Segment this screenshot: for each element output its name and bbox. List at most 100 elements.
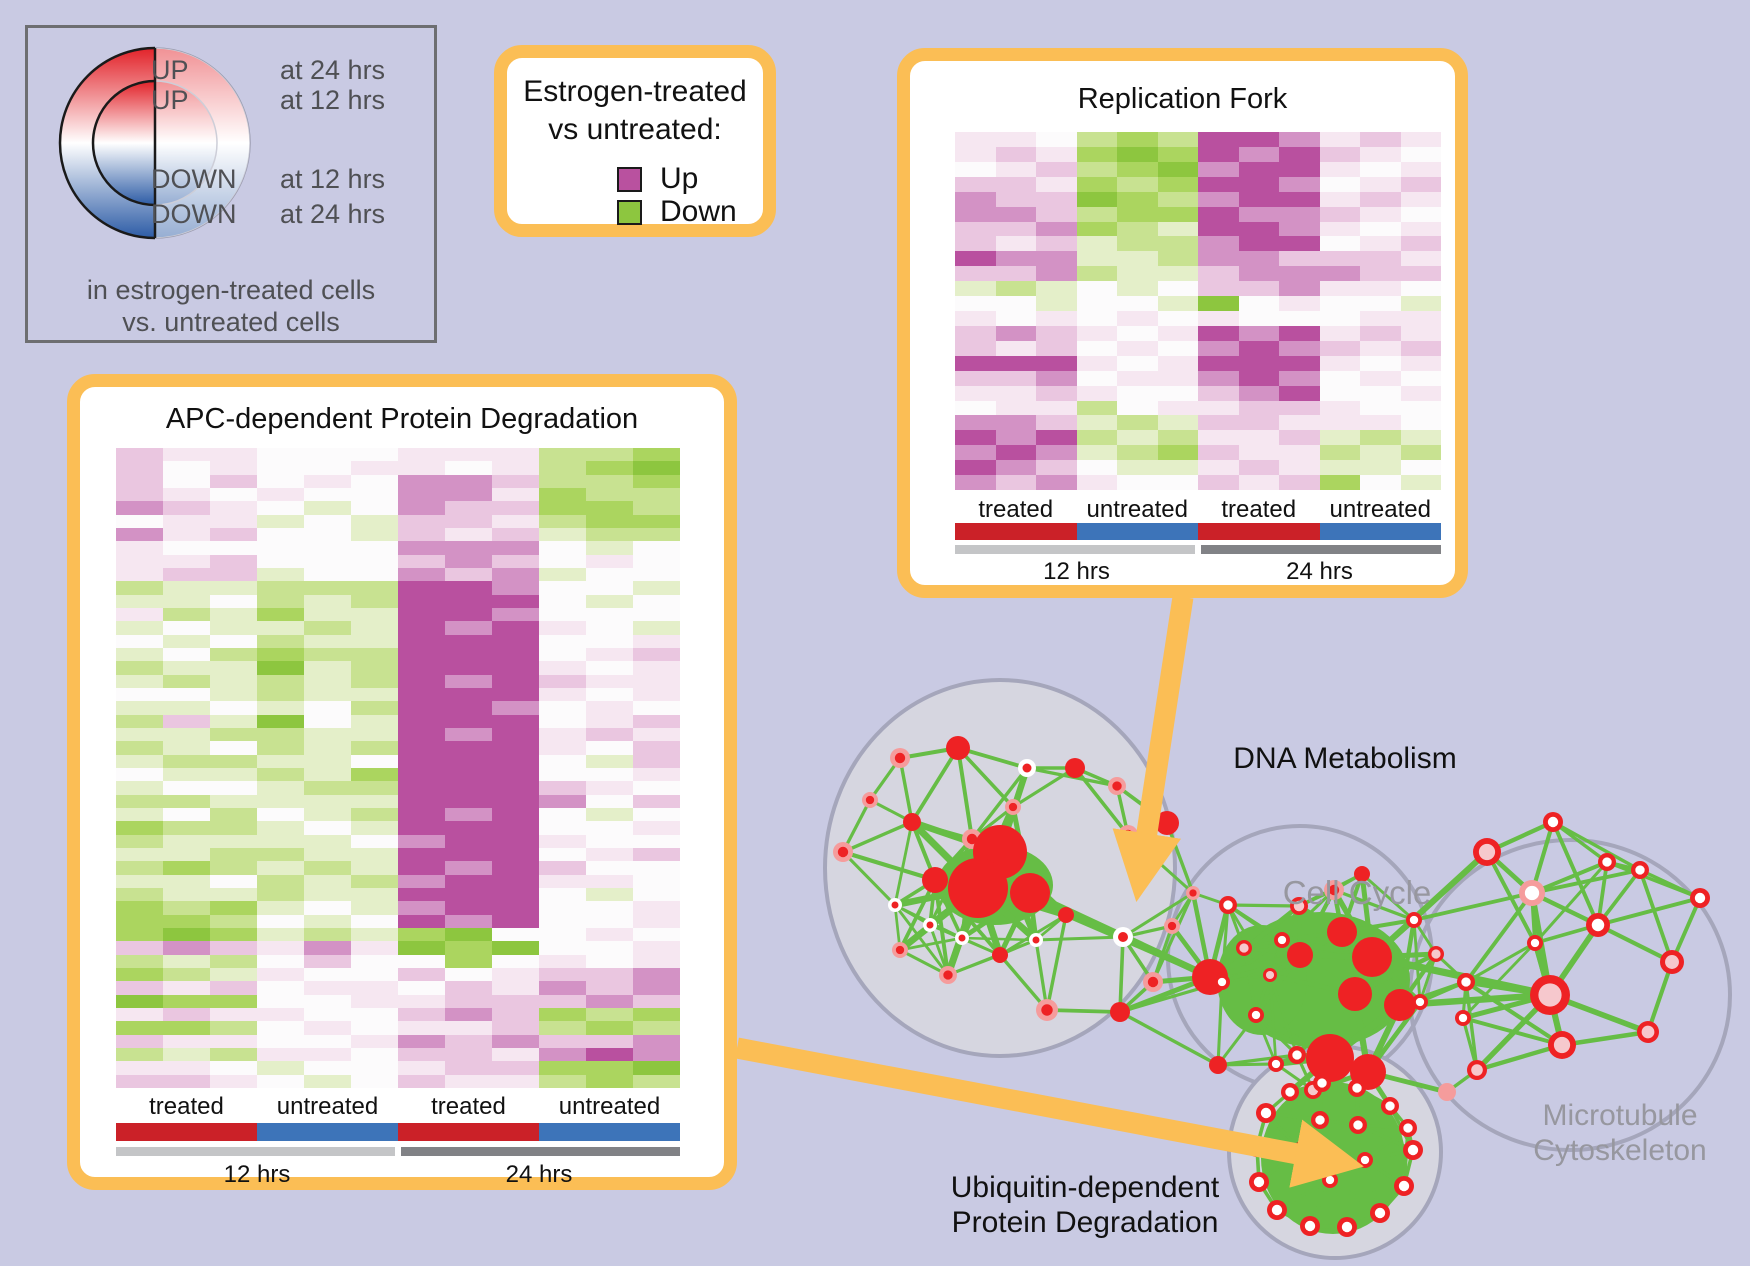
heatmap-cell	[1076, 221, 1117, 237]
heatmap-cell	[1198, 355, 1239, 371]
heatmap-cell	[1400, 161, 1441, 177]
heatmap-cell	[116, 567, 163, 582]
network-edge	[1461, 1016, 1479, 1072]
rf-bar-untreated-12	[1076, 523, 1198, 540]
heatmap-cell	[163, 541, 210, 555]
heatmap-cell	[257, 621, 304, 635]
heatmap-cell	[1238, 370, 1279, 386]
network-node	[1113, 927, 1133, 947]
heatmap-cell	[210, 741, 257, 755]
network-edge	[1464, 941, 1537, 984]
heatmap-cell	[351, 767, 398, 782]
heatmap-cell	[1198, 176, 1239, 192]
network-edge	[868, 798, 914, 824]
microtubule-cytoskeleton-label: Microtubule Cytoskeleton	[1533, 1098, 1706, 1168]
heatmap-cell	[633, 474, 680, 488]
updown-gradient-legend: UP at 24 hrs UP at 12 hrs DOWN at 12 hrs…	[25, 25, 437, 343]
heatmap-cell	[492, 541, 539, 555]
network-edge	[946, 953, 1002, 977]
heatmap-cell	[210, 501, 257, 515]
heatmap-cell	[116, 554, 163, 568]
apc-time-bars	[116, 1147, 680, 1156]
network-node-core	[1524, 885, 1540, 901]
heatmap-cell	[257, 687, 304, 702]
heatmap-cell	[539, 581, 586, 595]
heatmap-cell	[257, 1021, 304, 1035]
rf-bar-untreated-24	[1319, 523, 1441, 540]
heatmap-cell	[445, 807, 492, 822]
heatmap-cell	[257, 567, 304, 582]
cell-cycle-label: Cell Cycle	[1282, 874, 1432, 911]
heatmap-cell	[1238, 385, 1279, 401]
heatmap-cell	[398, 461, 445, 475]
network-edge	[1011, 766, 1029, 809]
heatmap-cell	[116, 647, 163, 662]
heatmap-cell	[1157, 400, 1198, 416]
network-node	[1348, 1079, 1366, 1097]
network-edge	[1274, 1062, 1315, 1092]
network-edge	[1369, 951, 1439, 960]
network-node	[1352, 937, 1392, 977]
heatmap-cell	[445, 754, 492, 768]
network-edge	[1464, 891, 1534, 984]
heatmap-cell	[633, 701, 680, 715]
heatmap-cell	[995, 236, 1036, 252]
network-edge	[1275, 1178, 1332, 1212]
network-edge	[1388, 1104, 1415, 1152]
network-node-core	[1353, 1120, 1363, 1130]
heatmap-cell	[1279, 281, 1320, 297]
network-node-core	[1217, 977, 1227, 987]
heatmap-cell	[116, 581, 163, 595]
heatmap-cell	[351, 621, 398, 635]
network-edge	[893, 903, 950, 977]
heatmap-cell	[1157, 266, 1198, 282]
heatmap-cell	[398, 927, 445, 942]
heatmap-cell	[1036, 415, 1077, 431]
heatmap-cell	[1036, 460, 1077, 476]
network-edge	[1190, 890, 1213, 980]
network-node-core	[1415, 997, 1425, 1007]
heatmap-cell	[163, 1034, 210, 1048]
network-node-core	[1285, 1087, 1295, 1097]
heatmap-cell	[351, 1007, 398, 1022]
heatmap-cell	[398, 754, 445, 768]
heatmap-cell	[1400, 340, 1441, 356]
heatmap-cell	[492, 647, 539, 662]
heatmap-cell	[210, 994, 257, 1008]
network-edge	[840, 849, 938, 883]
heatmap-cell	[1319, 176, 1360, 192]
cluster-ub	[1227, 1044, 1443, 1260]
heatmap-cell	[586, 874, 633, 888]
heatmap-cell	[633, 727, 680, 742]
network-edge	[841, 798, 872, 854]
heatmap-cell	[1076, 176, 1117, 192]
heatmap-cell	[163, 634, 210, 648]
heatmap-cell	[1076, 340, 1117, 356]
edge-mass	[1261, 1082, 1405, 1234]
network-edge	[1530, 868, 1642, 895]
heatmap-cell	[163, 807, 210, 822]
heatmap-cell	[1400, 221, 1441, 237]
heatmap-cell	[1198, 161, 1239, 177]
heatmap-cell	[304, 527, 351, 542]
heatmap-cell	[116, 1007, 163, 1022]
heatmap-cell	[445, 501, 492, 515]
heatmap-cell	[398, 741, 445, 755]
heatmap-cell	[1117, 355, 1158, 371]
heatmap-cell	[445, 1034, 492, 1048]
heatmap-cell	[398, 821, 445, 835]
heatmap-cell	[351, 901, 398, 915]
heatmap-cell	[210, 647, 257, 662]
heatmap-cell	[304, 581, 351, 595]
heatmap-cell	[116, 1074, 163, 1088]
network-edge	[898, 936, 964, 952]
heatmap-cell	[1360, 236, 1401, 252]
heatmap-cell	[116, 941, 163, 955]
heatmap-cell	[210, 621, 257, 635]
heatmap-cell	[539, 887, 586, 902]
heatmap-cell	[163, 994, 210, 1008]
heatmap-cell	[633, 794, 680, 808]
heatmap-cell	[955, 325, 996, 341]
network-edge	[1402, 1126, 1410, 1188]
heatmap-cell	[1076, 445, 1117, 461]
